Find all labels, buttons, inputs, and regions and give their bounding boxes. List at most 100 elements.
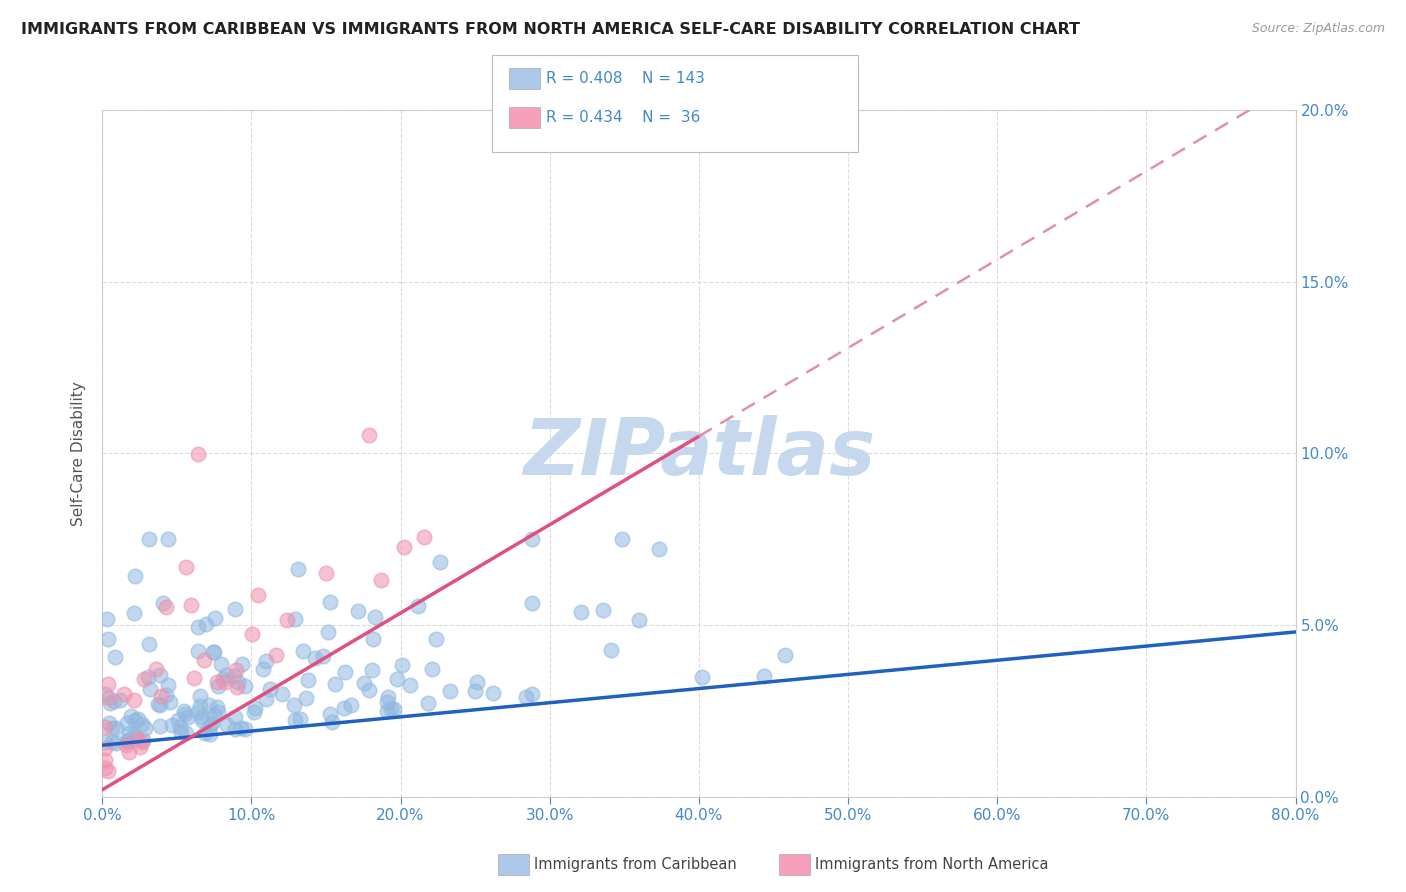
Point <box>209 657 232 672</box>
Point <box>439 684 461 698</box>
Point <box>520 596 543 610</box>
Point <box>360 663 382 677</box>
Point <box>94 753 117 767</box>
Point <box>190 699 212 714</box>
Point <box>98 690 121 705</box>
Point <box>318 706 340 721</box>
Point <box>377 690 399 705</box>
Point <box>775 648 797 662</box>
Point <box>131 717 153 731</box>
Point <box>600 643 623 657</box>
Point <box>162 717 184 731</box>
Point <box>377 695 399 709</box>
Point <box>387 672 409 686</box>
Point <box>122 693 145 707</box>
Point <box>117 733 139 747</box>
Point <box>155 600 177 615</box>
Point <box>245 700 267 714</box>
Point <box>266 648 288 662</box>
Point <box>146 697 169 711</box>
Point <box>254 654 277 668</box>
Point <box>325 677 347 691</box>
Point <box>104 650 127 665</box>
Point <box>124 607 146 621</box>
Point <box>569 605 592 619</box>
Point <box>159 695 181 709</box>
Point <box>207 705 229 719</box>
Point <box>117 734 139 748</box>
Point <box>201 716 224 731</box>
Point <box>127 713 149 727</box>
Point <box>202 707 225 722</box>
Point <box>399 678 422 692</box>
Point <box>124 569 146 583</box>
Point <box>207 679 229 693</box>
Point <box>752 668 775 682</box>
Point <box>97 716 120 731</box>
Point <box>94 735 117 749</box>
Point <box>174 726 197 740</box>
Point <box>392 540 415 554</box>
Point <box>347 604 370 618</box>
Point <box>145 662 167 676</box>
Point <box>256 692 278 706</box>
Point <box>101 721 124 735</box>
Point <box>287 562 309 576</box>
Point <box>406 599 429 613</box>
Point <box>357 427 380 442</box>
Point <box>97 764 120 778</box>
Point <box>610 533 633 547</box>
Point <box>259 681 281 696</box>
Point <box>413 530 436 544</box>
Point <box>231 657 253 671</box>
Point <box>94 740 117 755</box>
Point <box>101 735 124 749</box>
Point <box>224 602 246 616</box>
Point <box>205 675 228 690</box>
Point <box>246 588 269 602</box>
Text: ZIPatlas: ZIPatlas <box>523 416 875 491</box>
Point <box>188 690 211 704</box>
Point <box>202 645 225 659</box>
Point <box>183 671 205 685</box>
Point <box>294 690 316 705</box>
Point <box>174 706 197 721</box>
Point <box>224 669 246 683</box>
Point <box>155 688 177 702</box>
Point <box>391 658 413 673</box>
Point <box>124 728 146 742</box>
Point <box>690 670 713 684</box>
Point <box>125 731 148 746</box>
Point <box>187 706 209 720</box>
Text: IMMIGRANTS FROM CARIBBEAN VS IMMIGRANTS FROM NORTH AMERICA SELF-CARE DISABILITY : IMMIGRANTS FROM CARIBBEAN VS IMMIGRANTS … <box>21 22 1080 37</box>
Point <box>132 672 155 686</box>
Point <box>129 739 152 754</box>
Point <box>98 696 121 710</box>
Point <box>297 673 319 687</box>
Point <box>136 670 159 684</box>
Point <box>288 712 311 726</box>
Point <box>94 761 117 775</box>
Point <box>97 632 120 646</box>
Point <box>333 665 356 680</box>
Point <box>627 613 650 627</box>
Point <box>195 617 218 632</box>
Point <box>173 704 195 718</box>
Point <box>215 668 238 682</box>
Point <box>205 700 228 714</box>
Point <box>169 720 191 734</box>
Point <box>382 702 405 716</box>
Point <box>187 644 209 658</box>
Point <box>482 685 505 699</box>
Text: R = 0.434    N =  36: R = 0.434 N = 36 <box>546 111 700 125</box>
Point <box>380 701 402 715</box>
Point <box>229 721 252 735</box>
Point <box>425 632 447 647</box>
Point <box>204 611 226 625</box>
Point <box>194 725 217 739</box>
Point <box>304 651 326 665</box>
Point <box>292 644 315 658</box>
Point <box>139 681 162 696</box>
Point <box>648 541 671 556</box>
Point <box>201 645 224 659</box>
